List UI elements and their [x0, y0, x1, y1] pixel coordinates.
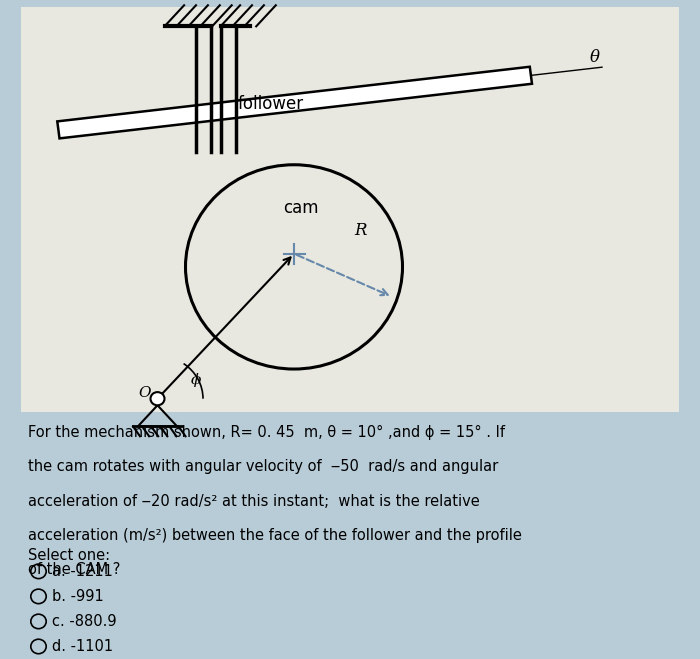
Text: R: R [354, 222, 367, 239]
Text: θ: θ [590, 49, 600, 66]
Text: O: O [139, 386, 151, 401]
Text: Select one:: Select one: [28, 548, 110, 563]
Text: b. -991: b. -991 [52, 589, 104, 604]
Circle shape [150, 392, 164, 405]
Text: cam: cam [284, 198, 318, 217]
Text: of the CAM ?: of the CAM ? [28, 562, 120, 577]
Text: d. -1101: d. -1101 [52, 639, 113, 654]
Text: acceleration of ‒20 rad/s² at this instant;  what is the relative: acceleration of ‒20 rad/s² at this insta… [28, 494, 480, 509]
Text: a. -1211: a. -1211 [52, 564, 113, 579]
Text: c. -880.9: c. -880.9 [52, 614, 117, 629]
FancyBboxPatch shape [21, 7, 679, 412]
Text: follower: follower [238, 96, 304, 113]
Polygon shape [57, 67, 532, 138]
Text: For the mechanism shown, R= 0. 45  m, θ = 10° ,and ϕ = 15° . If: For the mechanism shown, R= 0. 45 m, θ =… [28, 425, 505, 440]
Text: the cam rotates with angular velocity of  ‒50  rad/s and angular: the cam rotates with angular velocity of… [28, 459, 498, 474]
Text: acceleration (m/s²) between the face of the follower and the profile: acceleration (m/s²) between the face of … [28, 528, 522, 543]
Text: ϕ: ϕ [191, 373, 201, 387]
